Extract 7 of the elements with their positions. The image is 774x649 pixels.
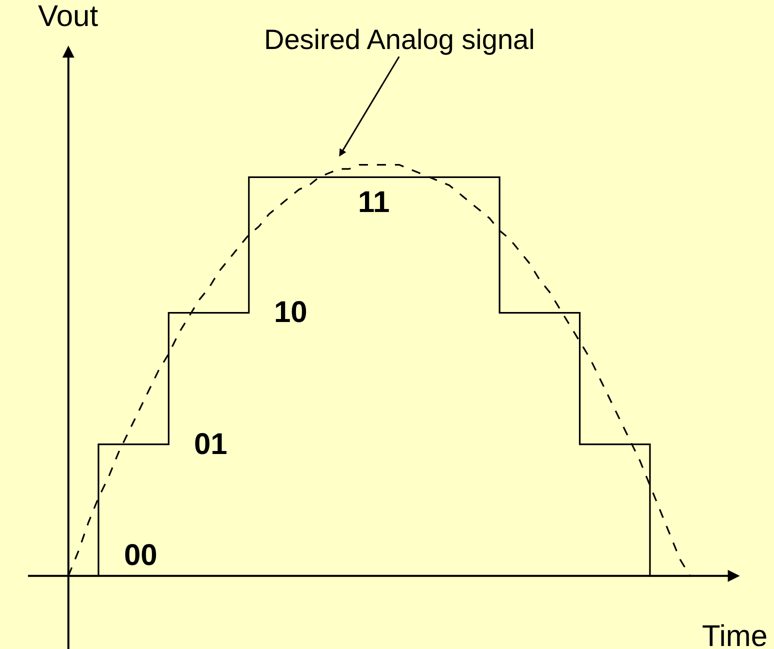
annotation: 10: [274, 296, 308, 329]
text: Desired Analog signal: [264, 24, 535, 55]
annotation: 00: [124, 539, 158, 572]
y-axis-title: Vout: [38, 0, 99, 33]
annotation: 01: [194, 428, 228, 461]
x-axis-title: Time: [702, 620, 768, 649]
annotation: 11: [358, 186, 390, 219]
